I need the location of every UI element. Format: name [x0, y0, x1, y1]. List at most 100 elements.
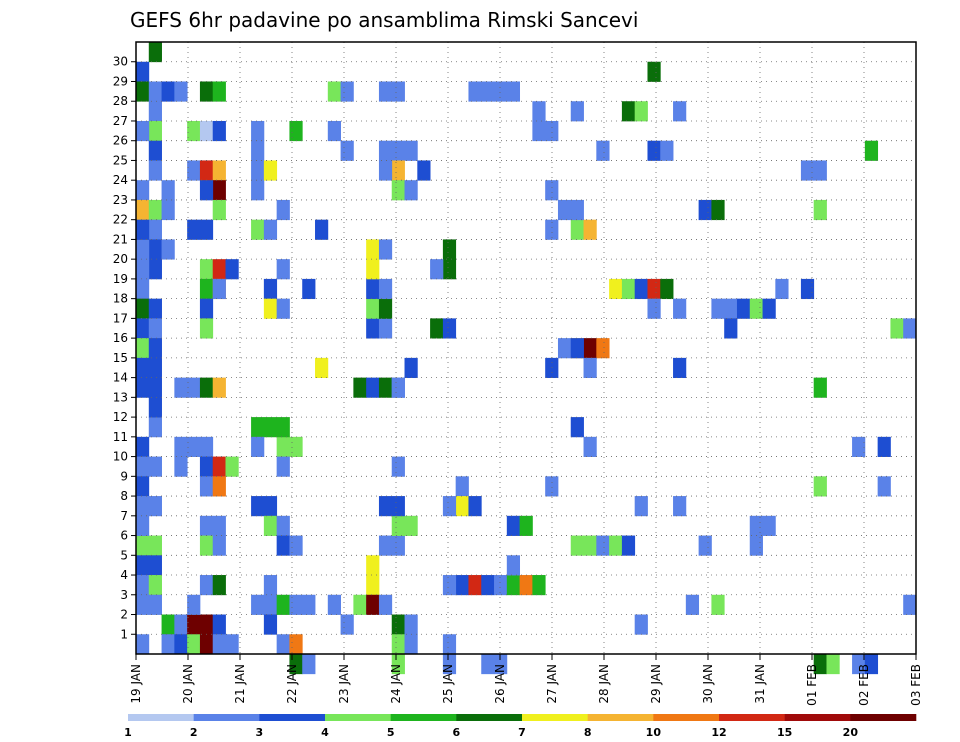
- heatmap-cell: [340, 81, 354, 102]
- heatmap-cell: [570, 219, 584, 240]
- heatmap-cell: [199, 436, 214, 457]
- heatmap-cell: [148, 298, 162, 319]
- heatmap-cell: [136, 219, 150, 240]
- y-tick-label: 9: [120, 469, 128, 483]
- heatmap-cell: [852, 654, 866, 675]
- heatmap-cell: [212, 259, 226, 280]
- colorbar: 1 2 3 4 5 6 7 8 10 12 15 20: [124, 714, 917, 739]
- heatmap-cell: [378, 278, 393, 300]
- colorbar-segment: [456, 714, 523, 721]
- heatmap-cell: [136, 338, 150, 359]
- heatmap-cell: [724, 298, 738, 319]
- heatmap-cell: [455, 476, 469, 497]
- heatmap-cell: [327, 594, 341, 615]
- heatmap-cell: [136, 199, 150, 221]
- heatmap-cell: [187, 436, 201, 457]
- heatmap-cell: [366, 298, 380, 319]
- x-tick-label: 27 JAN: [545, 664, 559, 704]
- colorbar-segment: [522, 714, 588, 721]
- heatmap-cell: [660, 278, 674, 300]
- heatmap-cell: [800, 278, 815, 300]
- heatmap-cell: [199, 575, 214, 596]
- heatmap-cell: [276, 259, 290, 280]
- heatmap-cell: [212, 614, 226, 635]
- heatmap-cell: [366, 377, 380, 398]
- heatmap-cell: [148, 239, 162, 260]
- colorbar-label: 5: [387, 726, 395, 739]
- heatmap-cell: [698, 199, 712, 221]
- heatmap-cell: [506, 81, 521, 102]
- heatmap-cell: [366, 594, 380, 615]
- heatmap-cell: [404, 180, 418, 201]
- heatmap-cell: [673, 496, 687, 517]
- heatmap-cell: [570, 199, 584, 221]
- heatmap-cell: [494, 81, 508, 102]
- x-tick-label: 25 JAN: [441, 664, 455, 704]
- heatmap-cell: [212, 476, 226, 497]
- heatmap-cell: [148, 377, 162, 398]
- x-tick-label: 31 JAN: [753, 664, 767, 704]
- y-tick-label: 10: [113, 450, 128, 464]
- x-tick-label: 28 JAN: [597, 664, 611, 704]
- heatmap-cell: [481, 654, 495, 675]
- heatmap-cell: [187, 377, 201, 398]
- heatmap-cell: [378, 496, 393, 517]
- colorbar-label: 4: [321, 726, 329, 739]
- heatmap-cell: [813, 377, 827, 398]
- heatmap-cell: [813, 160, 827, 181]
- heatmap-cell: [161, 199, 175, 221]
- heatmap-cell: [378, 594, 393, 615]
- heatmap-cell: [251, 436, 265, 457]
- heatmap-cell: [136, 594, 150, 615]
- heatmap-cell: [621, 101, 636, 122]
- heatmap-cell: [251, 496, 265, 517]
- y-tick-label: 27: [113, 114, 128, 128]
- heatmap-cell: [148, 357, 162, 379]
- colorbar-segment: [850, 714, 917, 721]
- heatmap-cell: [621, 535, 636, 556]
- heatmap-cell: [468, 81, 482, 102]
- heatmap-cell: [276, 515, 290, 536]
- heatmap-cell: [199, 278, 214, 300]
- y-axis: 1234567891011121314151617181920212223242…: [113, 55, 136, 641]
- heatmap-cell: [570, 338, 584, 359]
- heatmap-cell: [199, 515, 214, 536]
- heatmap-cell: [148, 101, 162, 122]
- y-tick-label: 19: [113, 272, 128, 286]
- x-tick-label: 23 JAN: [337, 664, 351, 704]
- heatmap-cell: [136, 575, 150, 596]
- heatmap-cell: [724, 318, 738, 339]
- heatmap-cell: [212, 377, 226, 398]
- plot-frame: [135, 41, 917, 655]
- y-tick-label: 23: [113, 193, 128, 207]
- heatmap-cell: [647, 61, 661, 82]
- heatmap-cell: [251, 120, 265, 142]
- heatmap-cell: [442, 634, 457, 655]
- y-tick-label: 30: [113, 55, 128, 69]
- y-tick-label: 12: [113, 410, 128, 424]
- heatmap-cell: [212, 278, 226, 300]
- heatmap-cell: [148, 219, 162, 240]
- colorbar-segment: [587, 714, 654, 721]
- heatmap-cell: [736, 298, 751, 319]
- heatmap-cell: [263, 278, 278, 300]
- colorbar-label: 1: [124, 726, 132, 739]
- heatmap-cell: [136, 180, 150, 201]
- heatmap-cell: [532, 575, 546, 596]
- heatmap-cell: [557, 338, 572, 359]
- heatmap-cell: [481, 575, 495, 596]
- heatmap-cell: [647, 278, 661, 300]
- heatmap-cell: [877, 476, 891, 497]
- heatmap-cell: [148, 42, 162, 63]
- heatmap-cell: [353, 377, 367, 398]
- heatmap-cell: [647, 140, 661, 161]
- heatmap-cell: [378, 535, 393, 556]
- y-tick-label: 13: [113, 390, 128, 404]
- heatmap-cell: [136, 555, 150, 576]
- y-tick-label: 8: [120, 489, 128, 503]
- heatmap-cell: [506, 555, 521, 576]
- heatmap-cell: [174, 614, 188, 635]
- heatmap-cell: [289, 535, 303, 556]
- heatmap-cell: [366, 259, 380, 280]
- heatmap-cell: [762, 298, 776, 319]
